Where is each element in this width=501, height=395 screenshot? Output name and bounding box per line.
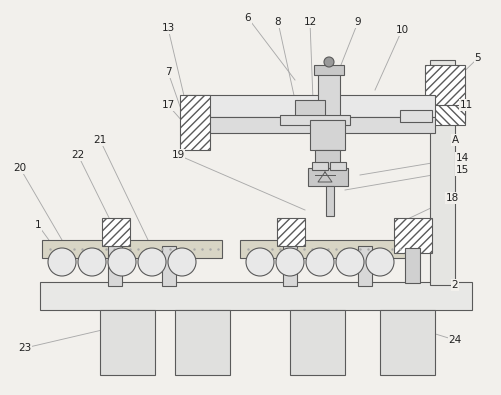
- Text: 12: 12: [303, 17, 316, 27]
- Bar: [399, 110, 431, 122]
- Text: 7: 7: [164, 67, 171, 77]
- Bar: [295, 100, 324, 118]
- Text: 9: 9: [354, 17, 361, 27]
- Text: 10: 10: [395, 25, 408, 35]
- Bar: [317, 70, 339, 125]
- Circle shape: [276, 248, 304, 276]
- Text: 1: 1: [35, 220, 41, 230]
- Bar: [40, 282, 471, 310]
- Bar: [108, 246, 122, 286]
- Bar: [42, 240, 221, 258]
- Bar: [329, 162, 345, 170]
- Text: 6: 6: [244, 13, 251, 23]
- Circle shape: [168, 248, 195, 276]
- Bar: [314, 150, 339, 170]
- Text: 15: 15: [454, 165, 468, 175]
- Bar: [102, 218, 130, 246]
- Bar: [308, 168, 347, 186]
- Circle shape: [323, 57, 333, 67]
- Bar: [185, 117, 434, 133]
- Text: 23: 23: [19, 343, 32, 353]
- Bar: [357, 246, 371, 286]
- Bar: [429, 60, 454, 285]
- Text: A: A: [450, 135, 457, 145]
- Text: 17: 17: [161, 100, 174, 110]
- Circle shape: [78, 248, 106, 276]
- Circle shape: [138, 248, 166, 276]
- Bar: [239, 240, 409, 258]
- Bar: [379, 310, 434, 375]
- Text: 5: 5: [474, 53, 480, 63]
- Bar: [162, 246, 176, 286]
- Bar: [312, 162, 327, 170]
- Text: 2: 2: [451, 280, 457, 290]
- Text: 18: 18: [444, 193, 458, 203]
- Bar: [283, 246, 297, 286]
- Bar: [404, 248, 419, 283]
- Text: 8: 8: [274, 17, 281, 27]
- Bar: [100, 310, 155, 375]
- Text: 13: 13: [161, 23, 174, 33]
- Text: 22: 22: [71, 150, 85, 160]
- Circle shape: [108, 248, 136, 276]
- Bar: [310, 120, 344, 150]
- Bar: [424, 65, 464, 120]
- Circle shape: [306, 248, 333, 276]
- Bar: [185, 95, 434, 117]
- Bar: [325, 186, 333, 216]
- Bar: [290, 310, 344, 375]
- Circle shape: [245, 248, 274, 276]
- Circle shape: [335, 248, 363, 276]
- Text: 20: 20: [14, 163, 27, 173]
- Bar: [424, 105, 464, 125]
- Bar: [280, 115, 349, 125]
- Text: 14: 14: [454, 153, 468, 163]
- Circle shape: [365, 248, 393, 276]
- Text: 24: 24: [447, 335, 461, 345]
- Bar: [277, 218, 305, 246]
- Text: 11: 11: [458, 100, 471, 110]
- Circle shape: [48, 248, 76, 276]
- Text: 19: 19: [171, 150, 184, 160]
- Bar: [180, 95, 209, 150]
- Bar: [313, 65, 343, 75]
- Bar: [393, 218, 431, 253]
- Text: 21: 21: [93, 135, 106, 145]
- Bar: [175, 310, 229, 375]
